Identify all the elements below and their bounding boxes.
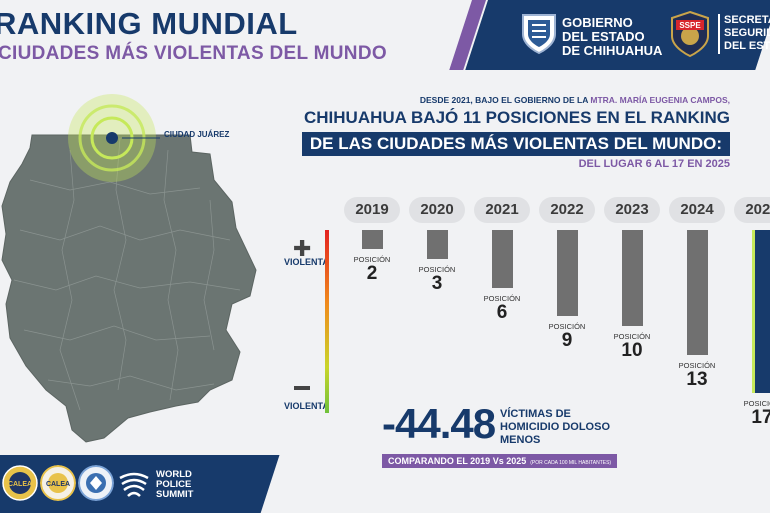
- year-label-2019: 2019: [344, 197, 400, 223]
- comparison-text: COMPARANDO EL 2019 Vs 2025: [388, 456, 527, 466]
- homicide-change-label: VÍCTIMAS DE HOMICIDIO DOLOSO MENOS: [500, 408, 610, 447]
- gov-line-2: DEL ESTADO: [562, 29, 645, 44]
- wps-line-1: WORLD: [156, 469, 192, 480]
- position-value-2021: 6: [496, 301, 508, 323]
- minus-icon: [294, 386, 310, 390]
- city-marker: [106, 132, 118, 144]
- header-divider: [718, 14, 720, 54]
- chihuahua-map: [1, 94, 257, 443]
- scale-top-label: VIOLENTA: [284, 257, 329, 267]
- gov-line-3: DE CHIHUAHUA: [562, 43, 663, 58]
- rank-bar-2021: [492, 230, 513, 288]
- secretariat-name: SECRETARÍA SEGURIDAD DEL ESTADO: [724, 14, 770, 53]
- gov-line-1: GOBIERNO: [562, 15, 633, 30]
- calea-badge-icon: CALEA: [2, 465, 38, 501]
- world-police-summit-icon: [119, 472, 149, 497]
- wps-line-2: POLICE: [156, 479, 192, 490]
- position-label-2024: POSICIÓN: [678, 360, 716, 370]
- sec-line-3: DEL ESTADO: [724, 40, 770, 52]
- position-value-2025: 17: [751, 407, 770, 429]
- position-value-2020: 3: [431, 272, 443, 294]
- year-label-2021: 2021: [474, 197, 530, 223]
- comparison-note: (POR CADA 100 MIL HABITANTES): [530, 460, 612, 466]
- rank-bar-2020: [427, 230, 448, 259]
- world-police-summit-text: WORLD POLICE SUMMIT: [156, 470, 193, 500]
- page-title: RANKING MUNDIAL: [0, 6, 298, 41]
- stat-label-3: MENOS: [500, 434, 541, 446]
- position-label-2023: POSICIÓN: [613, 332, 651, 341]
- rank-bar-2025: [752, 230, 770, 394]
- calea-badge-text: CALEA: [8, 481, 32, 488]
- position-label-2025: POSICIÓN: [743, 399, 770, 409]
- state-outline: [1, 134, 257, 443]
- position-label-2020: POSICIÓN: [418, 264, 456, 274]
- rank-bar-2019: [362, 230, 383, 250]
- position-label-2021: POSICIÓN: [483, 293, 521, 303]
- wps-line-3: SUMMIT: [156, 489, 194, 500]
- state-shield-icon: [522, 14, 556, 55]
- rank-bar-2022: [557, 230, 578, 317]
- violence-gradient-scale: [325, 230, 329, 413]
- headline-intro-text: DESDE 2021, BAJO EL GOBIERNO DE LA: [419, 95, 591, 105]
- sec-line-1: SECRETARÍA: [724, 14, 770, 26]
- comparison-badge: COMPARANDO EL 2019 Vs 2025 (POR CADA 100 …: [382, 454, 618, 468]
- city-label: CIUDAD JUÁREZ: [164, 130, 230, 139]
- position-value-2023: 10: [621, 340, 643, 361]
- page-subtitle: CIUDADES MÁS VIOLENTAS DEL MUNDO: [0, 43, 387, 64]
- calea-seal-text: CALEA: [46, 481, 70, 488]
- sspe-logo-text: SSPE: [679, 21, 701, 30]
- calea-seal-icon: CALEA: [40, 465, 76, 501]
- headline-range: DEL LUGAR 6 AL 17 EN 2025: [578, 158, 730, 170]
- year-label-2023: 2023: [604, 197, 660, 223]
- rank-bar-2024: [687, 230, 708, 355]
- scale-bottom-label: VIOLENTA: [284, 401, 329, 411]
- stat-label-2: HOMICIDIO DOLOSO: [500, 421, 610, 433]
- position-value-2024: 13: [686, 368, 708, 390]
- headline-main: CHIHUAHUA BAJÓ 11 POSICIONES EN EL RANKI…: [303, 108, 730, 127]
- plus-icon: ✚: [293, 236, 312, 261]
- stat-label-1: VÍCTIMAS DE: [500, 408, 571, 420]
- sspe-logo-icon: SSPE: [671, 10, 709, 58]
- sec-line-2: SEGURIDAD: [724, 27, 770, 39]
- year-label-2020: 2020: [409, 197, 465, 223]
- position-value-2019: 2: [366, 263, 378, 285]
- homicide-change-value: -44.48: [382, 400, 496, 447]
- headline-governor: MTRA. MARÍA EUGENIA CAMPOS,: [590, 95, 730, 105]
- police-seal-icon: [78, 465, 114, 501]
- headline-boxed: DE LAS CIUDADES MÁS VIOLENTAS DEL MUNDO:: [301, 132, 730, 156]
- rank-bar-2023: [622, 230, 643, 326]
- year-label-2024: 2024: [669, 197, 725, 223]
- government-name: GOBIERNO DEL ESTADO DE CHIHUAHUA: [562, 16, 662, 58]
- headline-intro: DESDE 2021, BAJO EL GOBIERNO DE LA MTRA.…: [0, 95, 730, 105]
- position-value-2022: 9: [561, 330, 573, 352]
- position-label-2022: POSICIÓN: [548, 322, 586, 332]
- position-label-2019: POSICIÓN: [353, 255, 391, 265]
- year-label-2025: 2025: [734, 197, 770, 223]
- year-label-2022: 2022: [539, 197, 595, 223]
